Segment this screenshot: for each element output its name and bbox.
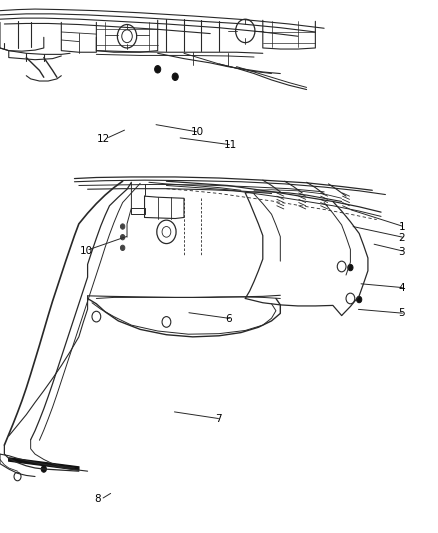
Circle shape bbox=[120, 245, 125, 251]
Text: 8: 8 bbox=[94, 495, 101, 504]
Text: 10: 10 bbox=[191, 127, 204, 137]
Text: 2: 2 bbox=[399, 233, 405, 243]
Text: 11: 11 bbox=[223, 140, 237, 150]
Circle shape bbox=[120, 224, 125, 229]
Circle shape bbox=[172, 73, 178, 80]
Text: 12: 12 bbox=[97, 134, 110, 143]
Text: 7: 7 bbox=[215, 414, 221, 424]
Text: 1: 1 bbox=[399, 222, 405, 232]
Text: 4: 4 bbox=[399, 283, 405, 293]
Text: 5: 5 bbox=[399, 309, 405, 318]
Text: 6: 6 bbox=[226, 314, 232, 324]
Circle shape bbox=[357, 296, 362, 303]
Circle shape bbox=[41, 466, 46, 472]
Text: 3: 3 bbox=[399, 247, 405, 256]
Text: 10: 10 bbox=[80, 246, 93, 255]
Circle shape bbox=[155, 66, 161, 73]
Polygon shape bbox=[9, 458, 79, 470]
Circle shape bbox=[120, 235, 125, 240]
Circle shape bbox=[348, 264, 353, 271]
